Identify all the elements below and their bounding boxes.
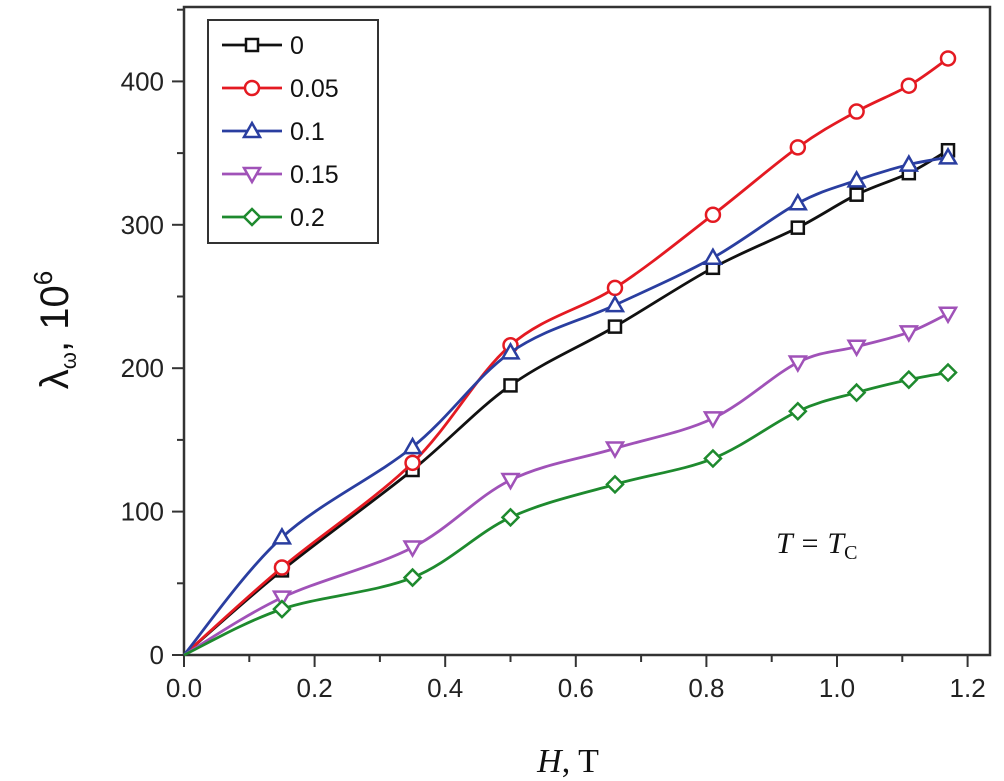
data-point: [787, 192, 808, 211]
legend: 0 0.05 0.1 0.15 0.2: [207, 19, 379, 244]
data-point: [937, 306, 959, 325]
data-point: [900, 77, 918, 94]
annotation: T = TC: [776, 527, 857, 564]
data-point: [271, 590, 293, 609]
legend-label: 0.15: [290, 161, 339, 189]
data-point: [703, 448, 723, 469]
series-line: [183, 371, 949, 657]
legend-marker: [241, 166, 263, 185]
data-point: [790, 220, 806, 235]
legend-label: 0: [290, 32, 304, 60]
data-point: [938, 362, 958, 383]
y-tick-label: 400: [121, 66, 164, 96]
data-point: [704, 206, 722, 224]
data-point: [404, 454, 421, 472]
legend-label: 0.1: [290, 118, 325, 146]
data-point: [787, 355, 808, 373]
data-point: [849, 187, 864, 202]
series-0.15: [183, 306, 959, 657]
data-point: [503, 378, 518, 393]
series-0.05: [183, 50, 957, 657]
x-tick-label: 1.0: [819, 673, 855, 703]
x-tick-label: 0.0: [166, 673, 202, 703]
data-point: [846, 382, 867, 403]
data-point: [702, 411, 724, 429]
data-point: [898, 154, 919, 172]
legend-marker: [241, 120, 263, 139]
x-tick-label: 0.2: [297, 673, 333, 703]
x-axis-label: H, T: [536, 743, 599, 780]
data-point: [604, 441, 626, 460]
data-point: [604, 294, 626, 313]
legend-marker: [242, 207, 262, 227]
series-0.2: [183, 362, 958, 657]
legend-label: 0.05: [290, 75, 339, 103]
legend-marker: [244, 37, 260, 53]
data-point: [939, 50, 957, 67]
data-point: [273, 559, 291, 576]
x-tick-label: 1.2: [950, 673, 986, 703]
data-point: [605, 474, 625, 495]
y-tick-label: 0: [150, 640, 164, 670]
data-point: [789, 139, 807, 156]
data-point: [402, 540, 423, 558]
data-point: [271, 526, 293, 545]
data-point: [702, 247, 724, 266]
data-point: [272, 599, 292, 619]
data-point: [500, 472, 521, 491]
data-point: [898, 325, 919, 343]
data-point: [846, 339, 867, 358]
x-tick-label: 0.8: [688, 673, 724, 703]
data-point: [402, 567, 423, 588]
data-point: [606, 279, 624, 297]
y-tick-label: 300: [121, 210, 164, 240]
data-point: [937, 146, 959, 165]
y-tick-label: 200: [121, 353, 164, 383]
plot-frame: [182, 5, 992, 657]
y-axis-label: λω, 106: [28, 271, 81, 389]
data-point: [607, 319, 623, 334]
x-tick-label: 0.4: [427, 673, 463, 703]
legend-label: 0.2: [290, 204, 325, 232]
y-tick-label: 100: [121, 497, 164, 527]
data-point: [500, 507, 521, 528]
data-point: [500, 341, 521, 360]
data-point: [899, 369, 919, 390]
legend-marker: [243, 79, 261, 97]
series-0.1: [182, 146, 959, 656]
x-tick-label: 0.6: [558, 673, 594, 703]
data-point: [402, 436, 423, 455]
data-point: [846, 169, 867, 188]
data-point: [788, 401, 808, 421]
data-point: [848, 103, 865, 120]
